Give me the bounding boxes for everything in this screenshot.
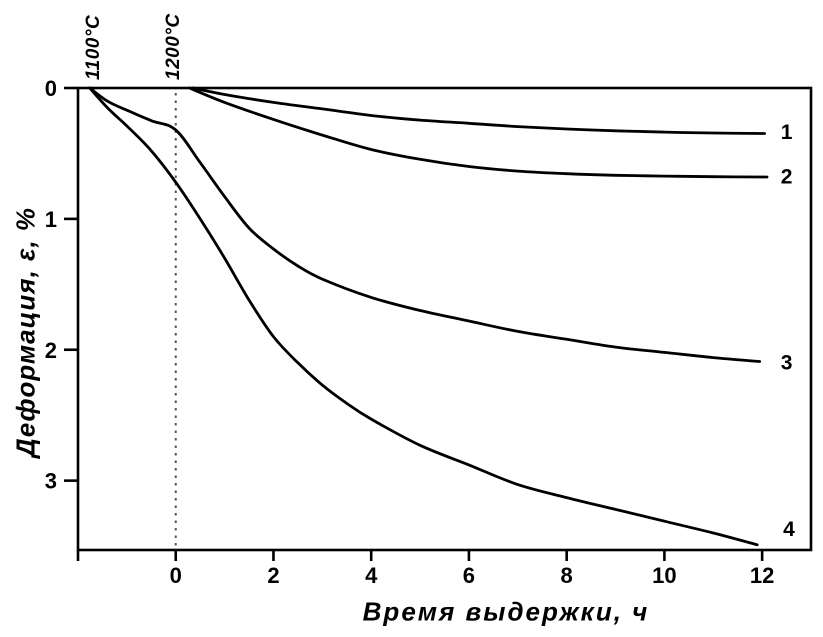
curve-label-4: 4 xyxy=(783,518,795,541)
x-tick-label: 12 xyxy=(750,563,774,588)
plot-frame xyxy=(76,86,813,552)
curve-4 xyxy=(88,86,759,547)
curve-2 xyxy=(188,86,769,179)
x-tick-label: 8 xyxy=(561,563,573,588)
curve-label-1: 1 xyxy=(781,121,793,144)
x-axis-title: Время выдержки, ч xyxy=(362,596,650,627)
y-tick-label: 2 xyxy=(45,338,57,363)
annotation-temp-1200: 1200°C xyxy=(163,13,184,80)
x-tick-label: 0 xyxy=(170,563,182,588)
annotation-temp-1100: 1100°C xyxy=(83,15,104,80)
x-tick-label: 4 xyxy=(365,563,378,588)
y-tick-label: 1 xyxy=(45,207,57,232)
curve-1 xyxy=(191,86,766,135)
x-tick-label: 2 xyxy=(267,563,279,588)
curve-3 xyxy=(88,86,762,363)
y-tick-label: 3 xyxy=(45,469,57,494)
curve-label-3: 3 xyxy=(781,352,793,375)
y-tick-label: 0 xyxy=(45,76,57,101)
curve-label-2: 2 xyxy=(781,166,793,189)
x-tick-label: 10 xyxy=(652,563,676,588)
x-tick-label: 6 xyxy=(463,563,475,588)
y-axis-title: Деформация, ε, % xyxy=(10,206,41,458)
